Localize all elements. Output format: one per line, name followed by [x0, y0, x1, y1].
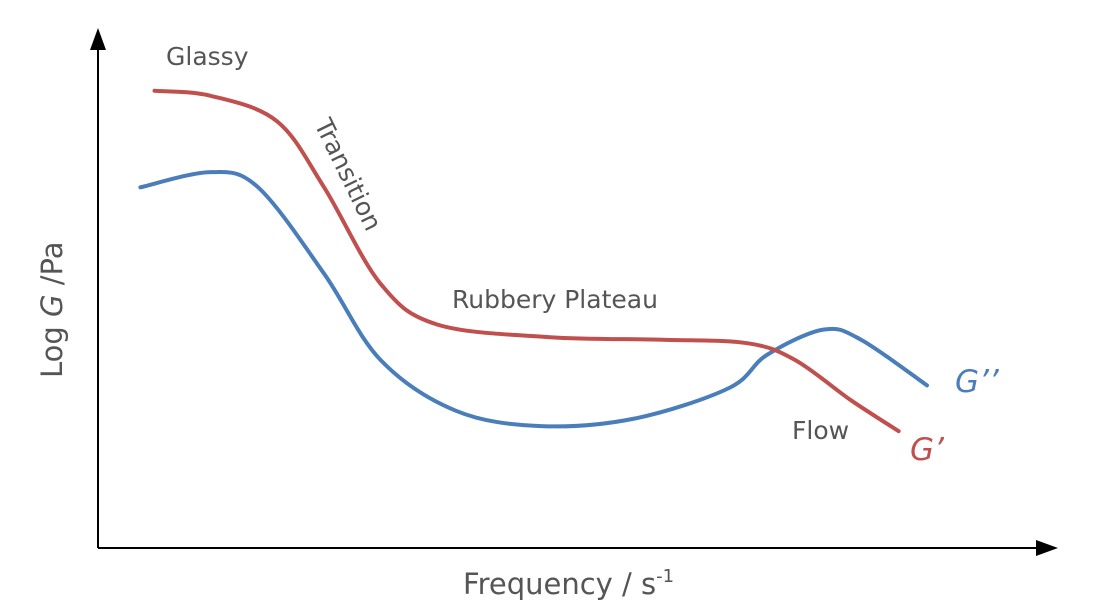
series-line-g-prime	[152, 88, 901, 434]
annotation-flow: Flow	[792, 416, 849, 445]
x-axis-label-text: Frequency / s	[463, 567, 656, 601]
y-axis-arrow	[90, 28, 106, 50]
x-axis-label: Frequency / s-1	[463, 566, 674, 601]
y-axis-label: Log G /Pa	[35, 242, 69, 378]
series-label-g-prime: G’	[910, 432, 945, 468]
y-axis-label-symbol: G	[35, 294, 69, 316]
annotation-glassy: Glassy	[166, 42, 249, 71]
x-axis-label-superscript: -1	[656, 566, 674, 587]
annotation-transition: Transition	[308, 113, 388, 235]
series-label-g-double-prime: G’’	[955, 364, 1000, 400]
x-axis-arrow	[1036, 540, 1058, 556]
annotation-rubbery-plateau: Rubbery Plateau	[452, 285, 658, 314]
series-line-g-double-prime	[138, 170, 929, 429]
y-axis-label-suffix: /Pa	[35, 242, 69, 295]
y-axis-label-prefix: Log	[35, 317, 69, 378]
series-layer	[138, 88, 929, 434]
